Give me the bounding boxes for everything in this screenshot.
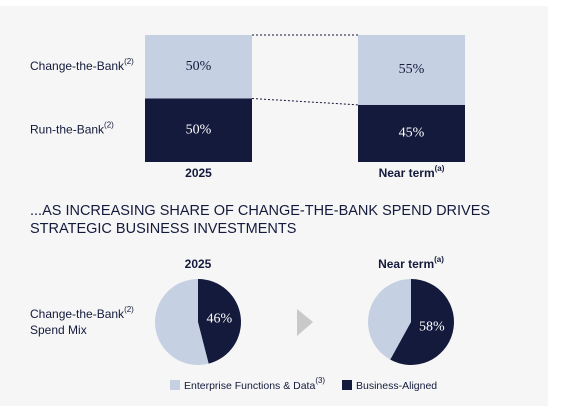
pie-slice — [390, 279, 454, 365]
label: Near term(a) — [379, 164, 445, 180]
value-label: 58% — [419, 320, 445, 335]
value-label: 46% — [206, 312, 232, 327]
pie-slice — [368, 279, 411, 360]
row-label: Spend Mix — [30, 323, 87, 337]
label-text: Near term — [378, 257, 434, 271]
bar-segment — [358, 35, 465, 105]
label-text: Run-the-Bank — [30, 122, 105, 136]
label-text: Change-the-Bank — [30, 59, 125, 73]
value-label: 55% — [399, 62, 425, 77]
label: Change-the-Bank(2) — [30, 57, 134, 73]
label-text: 2025 — [185, 166, 212, 180]
label-note: (a) — [434, 255, 444, 264]
legend-swatch — [342, 380, 352, 390]
row-label: Change-the-Bank(2) — [30, 305, 134, 321]
row-label-note: (2) — [124, 305, 134, 314]
label-text: 2025 — [185, 257, 212, 271]
pie-slice — [155, 279, 209, 365]
label: 2025 — [185, 166, 212, 180]
label-note: (2) — [104, 120, 114, 129]
label-note: (3) — [315, 376, 325, 385]
pie-slice — [198, 279, 241, 364]
label-note: (2) — [124, 57, 134, 66]
value-label: 45% — [399, 126, 425, 141]
label: Business-Aligned — [356, 380, 437, 392]
value-label: 50% — [186, 122, 212, 137]
label: Near term(a) — [378, 255, 444, 271]
label-text: Business-Aligned — [356, 380, 437, 392]
label-text: Near term — [379, 166, 435, 180]
label-note: (a) — [435, 164, 445, 173]
section-heading: ...AS INCREASING SHARE OF CHANGE-THE-BAN… — [30, 203, 490, 219]
bar-segment — [358, 104, 465, 162]
arrow — [297, 309, 313, 336]
section-heading: STRATEGIC BUSINESS INVESTMENTS — [30, 221, 296, 237]
label: Run-the-Bank(2) — [30, 120, 114, 136]
label: Enterprise Functions & Data(3) — [184, 376, 325, 392]
row-label-text: Change-the-Bank — [30, 307, 125, 321]
value-label: 50% — [186, 59, 212, 74]
bar-segment — [145, 35, 252, 99]
legend-swatch — [170, 380, 180, 390]
connector — [251, 98, 359, 106]
label: 2025 — [185, 257, 212, 271]
label-text: Enterprise Functions & Data — [184, 380, 315, 392]
bar-segment — [145, 98, 252, 162]
